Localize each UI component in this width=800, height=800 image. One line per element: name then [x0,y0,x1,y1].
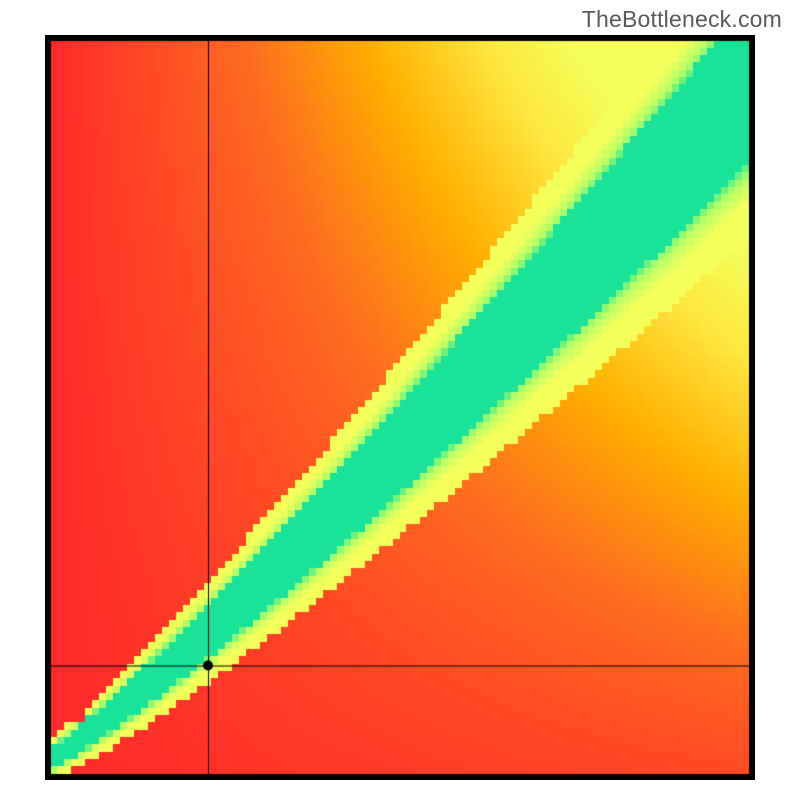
heatmap-canvas [45,35,755,780]
heatmap-plot [45,35,755,780]
watermark-text: TheBottleneck.com [582,6,782,33]
